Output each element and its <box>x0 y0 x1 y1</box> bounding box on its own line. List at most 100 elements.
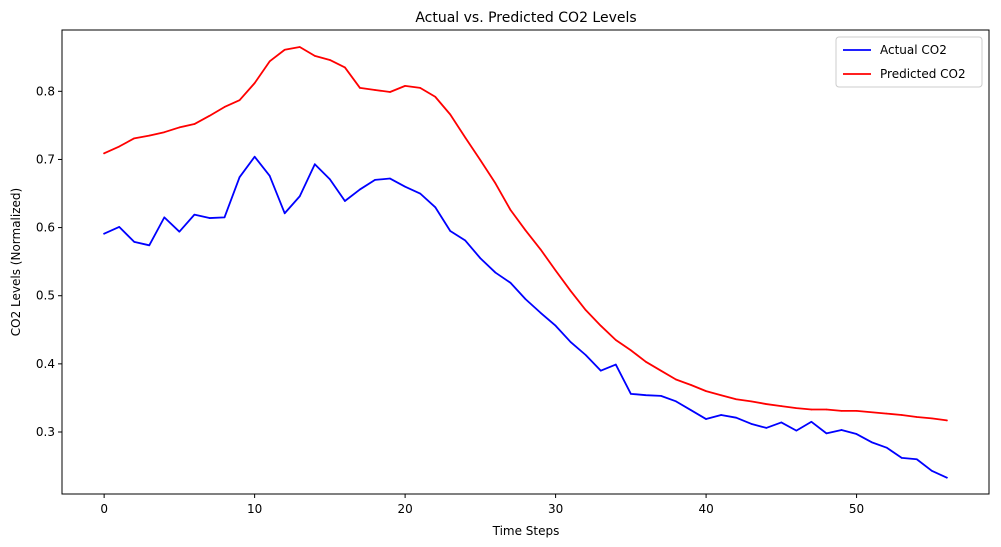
data-point <box>825 408 828 411</box>
data-point <box>660 369 662 372</box>
data-point <box>946 476 948 479</box>
data-point <box>599 324 602 327</box>
data-point <box>780 421 783 424</box>
data-point <box>750 400 753 403</box>
y-axis: 0.3 0.4 0.5 0.6 0.7 0.8 <box>36 84 62 439</box>
data-point <box>735 416 737 419</box>
legend: Actual CO2 Predicted CO2 <box>835 36 983 88</box>
y-tick-label: 0.8 <box>36 84 55 98</box>
plot-area <box>103 46 948 479</box>
x-tick-label: 0 <box>100 502 108 516</box>
data-point <box>329 178 331 181</box>
data-point <box>359 188 361 191</box>
data-point <box>148 134 151 137</box>
data-point <box>163 131 166 134</box>
data-point <box>524 298 527 300</box>
data-point <box>720 414 722 416</box>
data-point <box>464 136 467 139</box>
data-point <box>253 82 256 84</box>
data-point <box>825 432 828 435</box>
data-point <box>148 244 151 247</box>
data-point <box>268 60 271 63</box>
data-point <box>765 427 768 429</box>
data-point <box>705 390 707 392</box>
data-point <box>584 309 587 311</box>
data-point <box>931 417 933 420</box>
data-point <box>449 230 452 232</box>
data-point <box>103 232 105 235</box>
data-point <box>855 433 858 435</box>
data-point <box>283 48 286 51</box>
data-point <box>103 152 105 155</box>
data-point <box>283 212 286 215</box>
data-point <box>705 418 707 420</box>
data-point <box>449 113 452 116</box>
data-point <box>885 412 888 415</box>
data-point <box>268 175 271 177</box>
data-point <box>389 91 391 93</box>
data-point <box>509 281 512 284</box>
data-point <box>720 394 722 397</box>
data-point <box>539 311 542 314</box>
data-point <box>329 59 331 61</box>
data-point <box>193 213 196 216</box>
data-point <box>554 269 557 272</box>
data-point <box>584 354 587 356</box>
data-point <box>645 394 647 397</box>
y-tick-label: 0.6 <box>36 221 55 235</box>
data-point <box>690 409 692 411</box>
data-point <box>614 363 617 366</box>
data-point <box>765 403 768 405</box>
data-point <box>569 290 572 292</box>
data-point <box>645 361 647 363</box>
data-point <box>599 369 602 372</box>
data-point <box>133 241 136 243</box>
data-point <box>810 408 813 411</box>
data-point <box>630 349 632 352</box>
data-point <box>735 398 737 401</box>
data-point <box>464 239 467 242</box>
data-point <box>223 216 226 219</box>
data-point <box>569 341 572 343</box>
data-point <box>118 226 120 228</box>
y-axis-title: CO2 Levels (Normalized) <box>9 188 23 336</box>
data-point <box>509 209 512 211</box>
data-point <box>419 192 421 195</box>
data-point <box>479 257 482 260</box>
data-point <box>614 339 617 341</box>
data-point <box>193 123 196 125</box>
data-point <box>389 177 391 180</box>
data-point <box>855 410 858 412</box>
data-point <box>539 248 542 251</box>
data-point <box>915 458 918 461</box>
data-point <box>660 395 662 397</box>
data-point <box>870 441 873 444</box>
data-point <box>118 145 120 148</box>
data-point <box>840 410 843 412</box>
data-point <box>479 159 482 161</box>
data-point <box>750 423 753 425</box>
data-point <box>133 137 136 140</box>
data-point <box>690 384 692 386</box>
data-point <box>434 206 437 208</box>
data-point <box>946 419 948 422</box>
series-line-0 <box>103 155 948 479</box>
legend-label: Predicted CO2 <box>880 67 966 81</box>
data-point <box>374 179 376 181</box>
data-point <box>675 400 677 403</box>
data-point <box>374 89 376 91</box>
data-point <box>238 99 241 101</box>
data-point <box>900 457 903 459</box>
data-point <box>298 46 301 48</box>
data-point <box>178 230 181 233</box>
y-tick-label: 0.5 <box>36 289 55 303</box>
data-point <box>314 163 316 166</box>
data-point <box>404 85 406 87</box>
data-point <box>795 407 798 409</box>
data-point <box>404 185 406 188</box>
y-tick-label: 0.7 <box>36 152 55 166</box>
x-tick-label: 20 <box>397 502 412 516</box>
data-point <box>344 66 346 69</box>
data-point <box>931 470 933 472</box>
